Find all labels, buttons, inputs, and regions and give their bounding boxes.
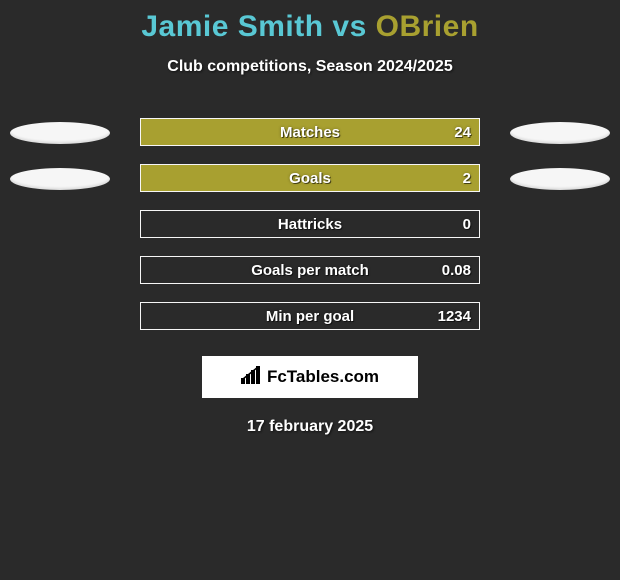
stat-label: Hattricks bbox=[141, 211, 479, 237]
stat-row: Goals per match0.08 bbox=[0, 256, 620, 284]
stat-row: Goals2 bbox=[0, 164, 620, 192]
stat-bar: Goals2 bbox=[140, 164, 480, 192]
stat-row: Hattricks0 bbox=[0, 210, 620, 238]
player2-marker bbox=[510, 168, 610, 190]
brand-text: FcTables.com bbox=[267, 367, 379, 387]
stat-label: Goals bbox=[141, 165, 479, 191]
stat-bar: Matches24 bbox=[140, 118, 480, 146]
page-title: Jamie Smith vs OBrien bbox=[0, 0, 620, 44]
brand-box[interactable]: FcTables.com bbox=[202, 356, 418, 398]
stat-bar: Goals per match0.08 bbox=[140, 256, 480, 284]
stat-row: Matches24 bbox=[0, 118, 620, 146]
bars-icon bbox=[241, 366, 263, 389]
date-line: 17 february 2025 bbox=[0, 418, 620, 436]
stat-value: 1234 bbox=[438, 303, 471, 329]
comparison-card: Jamie Smith vs OBrien Club competitions,… bbox=[0, 0, 620, 580]
stat-bar: Min per goal1234 bbox=[140, 302, 480, 330]
vs-connector: vs bbox=[324, 10, 376, 43]
stat-label: Goals per match bbox=[141, 257, 479, 283]
subtitle: Club competitions, Season 2024/2025 bbox=[0, 58, 620, 76]
player1-name: Jamie Smith bbox=[141, 10, 323, 43]
player2-name: OBrien bbox=[376, 10, 479, 43]
stat-row: Min per goal1234 bbox=[0, 302, 620, 330]
player2-marker bbox=[510, 122, 610, 144]
stat-label: Matches bbox=[141, 119, 479, 145]
player1-marker bbox=[10, 122, 110, 144]
stat-label: Min per goal bbox=[141, 303, 479, 329]
stat-value: 0 bbox=[463, 211, 471, 237]
stat-value: 2 bbox=[463, 165, 471, 191]
stat-value: 24 bbox=[454, 119, 471, 145]
player1-marker bbox=[10, 168, 110, 190]
stat-bar: Hattricks0 bbox=[140, 210, 480, 238]
stats-area: Matches24 Goals2 Hattricks0 Goals per match… bbox=[0, 118, 620, 330]
stat-value: 0.08 bbox=[442, 257, 471, 283]
